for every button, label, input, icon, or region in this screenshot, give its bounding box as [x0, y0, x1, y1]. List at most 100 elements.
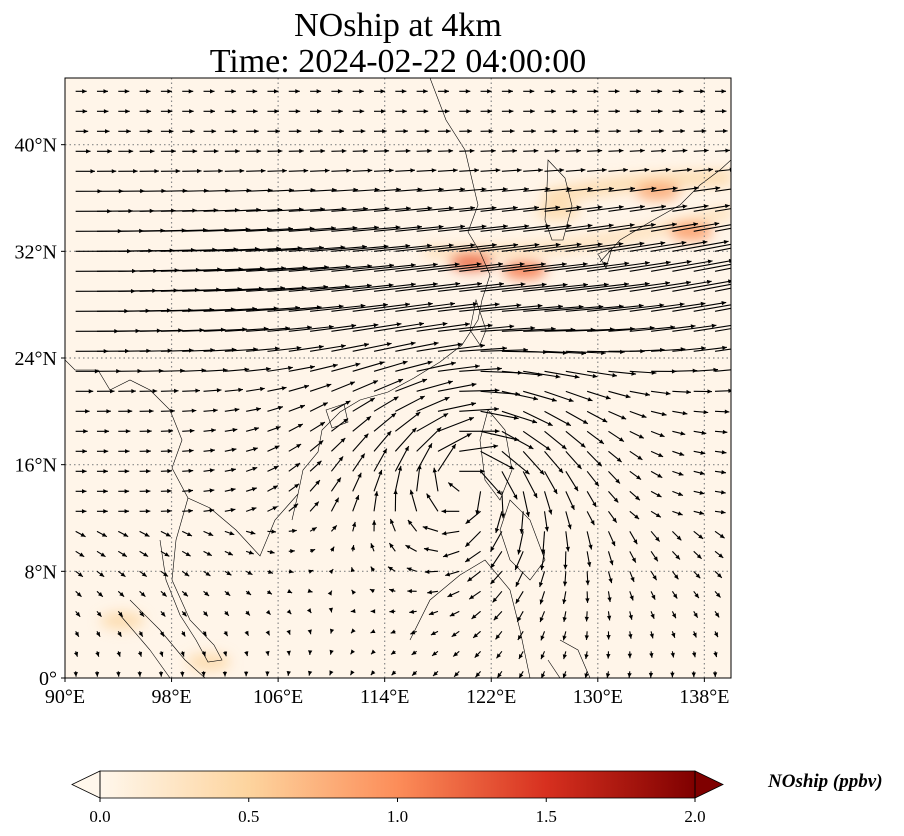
wind-arrow: [584, 631, 589, 640]
wind-arrow: [714, 409, 730, 414]
wind-arrow: [423, 547, 439, 552]
wind-arrow: [288, 528, 297, 534]
wind-arrow: [182, 448, 194, 453]
wind-arrow: [565, 223, 614, 232]
wind-arrow: [160, 428, 174, 434]
wind-arrow: [459, 148, 475, 154]
wind-arrow: [265, 609, 271, 616]
wind-arrow: [328, 607, 333, 613]
wind-arrow: [523, 89, 535, 94]
y-tick-label: 24°N: [15, 348, 57, 370]
wind-arrow: [517, 531, 524, 555]
wind-arrow: [562, 591, 567, 605]
wind-arrow: [139, 168, 159, 174]
wind-arrow: [75, 590, 82, 598]
wind-arrow: [370, 670, 376, 676]
wind-arrow: [288, 89, 300, 94]
wind-arrow: [519, 511, 524, 534]
wind-arrow: [203, 368, 228, 373]
wind-arrow: [467, 570, 481, 582]
wind-arrow: [203, 610, 209, 617]
wind-arrow: [117, 610, 124, 618]
wind-arrow: [327, 590, 333, 596]
wind-arrow: [459, 224, 508, 232]
wind-arrow: [501, 282, 568, 292]
wind-arrow: [118, 509, 130, 514]
wind-arrow: [374, 148, 390, 154]
wind-arrow: [118, 429, 131, 434]
wind-arrow: [390, 629, 396, 634]
wind-arrow: [608, 89, 620, 94]
wind-arrow: [288, 549, 295, 554]
wind-arrow: [352, 322, 402, 332]
wind-arrow: [691, 651, 697, 658]
wind-arrow: [565, 261, 630, 272]
wind-arrow: [672, 470, 684, 476]
wind-arrow: [629, 302, 685, 312]
wind-arrow: [224, 467, 236, 473]
wind-arrow: [565, 450, 582, 470]
wind-arrow: [331, 362, 361, 372]
wind-arrow: [608, 430, 625, 443]
wind-arrow: [374, 89, 386, 94]
wind-arrow: [565, 89, 577, 94]
wind-arrow: [373, 360, 408, 372]
wind-arrow: [160, 149, 176, 154]
wind-arrow: [160, 408, 175, 414]
wind-arrow: [246, 148, 262, 154]
wind-arrow: [608, 148, 624, 153]
wind-arrow: [416, 262, 482, 272]
coastline-philippines-south: [499, 499, 546, 581]
wind-arrow: [182, 428, 195, 434]
wind-arrow: [523, 148, 539, 154]
wind-arrow: [650, 430, 665, 438]
wind-arrow: [373, 243, 432, 252]
wind-arrow: [406, 567, 417, 572]
wind-arrow: [373, 321, 425, 332]
wind-arrow: [629, 450, 643, 461]
wind-arrow: [693, 89, 705, 94]
wind-arrow: [328, 568, 334, 574]
wind-arrow: [672, 204, 709, 212]
wind-arrow: [307, 650, 313, 655]
wind-arrow: [180, 651, 185, 657]
wind-arrow: [586, 430, 605, 445]
y-tick-label: 40°N: [15, 135, 57, 157]
wind-arrow: [480, 450, 515, 470]
wind-arrow: [629, 510, 640, 520]
x-tick-label: 130°E: [573, 686, 623, 708]
wind-arrow: [523, 242, 582, 252]
wind-arrow: [309, 421, 326, 432]
wind-arrow: [182, 488, 194, 493]
wind-arrow: [608, 390, 631, 399]
wind-arrow: [352, 225, 401, 232]
wind-arrow: [501, 109, 514, 114]
coastline-malay-peninsula: [159, 497, 223, 663]
wind-arrow: [650, 240, 708, 252]
wind-arrow: [395, 281, 461, 292]
wind-arrow: [352, 453, 366, 472]
wind-arrow: [117, 590, 125, 598]
wind-arrow: [608, 511, 618, 523]
wind-arrow: [523, 223, 572, 232]
wind-arrow: [331, 323, 379, 332]
wind-arrow: [139, 489, 151, 494]
wind-arrow: [388, 588, 396, 593]
wind-arrow: [118, 89, 130, 94]
wind-arrow: [501, 450, 530, 475]
wind-arrow: [501, 390, 539, 401]
wind-arrow: [539, 591, 546, 605]
wind-arrow: [395, 341, 439, 352]
wind-arrow: [544, 128, 558, 134]
wind-arrow: [309, 526, 317, 532]
wind-arrow: [544, 205, 582, 212]
wind-arrow: [714, 267, 731, 272]
wind-arrow: [587, 167, 607, 173]
wind-arrow: [426, 493, 439, 512]
wind-arrow: [203, 448, 215, 453]
wind-arrow: [492, 590, 503, 603]
wind-arrow: [606, 631, 611, 640]
wind-arrow: [158, 671, 164, 677]
wind-arrow: [465, 510, 481, 525]
wind-arrow: [432, 467, 439, 492]
